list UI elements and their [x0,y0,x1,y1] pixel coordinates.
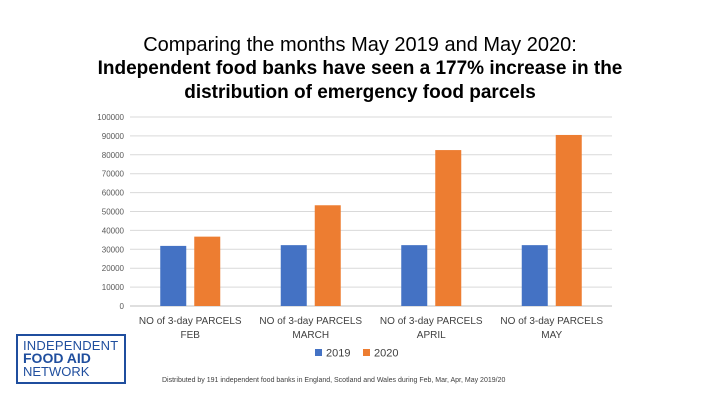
y-tick-label: 0 [120,302,125,311]
x-tick-label: FEB [181,330,201,341]
y-tick-label: 80000 [102,151,125,160]
y-tick-label: 50000 [102,208,125,217]
bar-2020-3 [555,134,582,306]
legend-swatch-2019 [315,349,322,356]
x-tick-label: MAY [541,330,562,341]
y-tick-label: 70000 [102,170,125,179]
y-tick-label: 10000 [102,283,125,292]
legend-swatch-2020 [363,349,370,356]
bar-2019-0 [160,245,187,306]
y-tick-label: 20000 [102,264,125,273]
y-tick-label: 30000 [102,245,125,254]
legend-label-2020: 2020 [374,348,398,360]
y-tick-label: 60000 [102,189,125,198]
title-line-1: Comparing the months May 2019 and May 20… [143,34,577,56]
footnote: Distributed by 191 independent food bank… [162,377,506,384]
legend-label-2019: 2019 [326,348,350,360]
title-line-2: Independent food banks have seen a 177% … [97,58,623,79]
x-tick-label: MARCH [292,330,329,341]
y-tick-label: 90000 [102,132,125,141]
x-tick-label: NO of 3-day PARCELS [380,316,483,327]
ifan-logo: INDEPENDENT FOOD AID NETWORK [16,334,126,384]
x-tick-label: APRIL [417,330,446,341]
bar-2020-2 [435,150,462,306]
x-tick-label: NO of 3-day PARCELS [139,316,242,327]
logo-line-1: INDEPENDENT [23,338,119,353]
logo-line-3: NETWORK [23,364,90,379]
x-tick-label: NO of 3-day PARCELS [500,316,603,327]
y-tick-label: 100000 [97,113,124,122]
x-tick-label: NO of 3-day PARCELS [259,316,362,327]
title-line-3: distribution of emergency food parcels [184,82,536,103]
logo-line-2: FOOD AID [23,350,91,366]
bar-2019-2 [401,245,428,306]
bar-2019-1 [280,245,307,306]
chart-title: Comparing the months May 2019 and May 20… [0,33,720,105]
bar-2020-0 [194,236,221,306]
bar-2020-1 [314,205,341,306]
y-tick-label: 40000 [102,226,125,235]
bar-2019-3 [521,245,548,306]
